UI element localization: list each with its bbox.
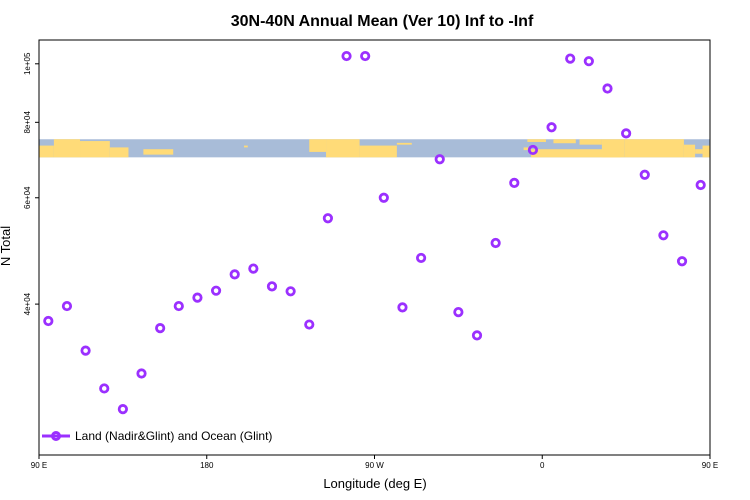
y-tick-label: 6e+04 bbox=[23, 186, 32, 209]
map-land bbox=[39, 145, 54, 158]
data-point bbox=[453, 306, 464, 318]
data-point bbox=[434, 154, 445, 165]
data-point bbox=[80, 345, 91, 356]
data-point bbox=[490, 237, 501, 249]
map-land bbox=[553, 139, 576, 144]
data-point bbox=[341, 50, 352, 62]
data-points bbox=[43, 50, 706, 415]
data-point bbox=[509, 177, 520, 189]
data-point bbox=[378, 192, 389, 203]
data-point bbox=[639, 169, 650, 180]
data-point bbox=[117, 404, 128, 415]
data-point bbox=[248, 263, 259, 274]
data-point bbox=[695, 179, 706, 191]
map-land bbox=[53, 139, 81, 158]
data-point bbox=[136, 368, 147, 379]
y-axis-label: N Total bbox=[0, 226, 13, 266]
data-point bbox=[285, 286, 296, 297]
data-point bbox=[583, 56, 594, 67]
data-point bbox=[99, 383, 110, 394]
y-tick-label: 4e+04 bbox=[23, 292, 32, 315]
data-point bbox=[210, 285, 222, 296]
data-point bbox=[192, 292, 203, 303]
data-point bbox=[360, 50, 371, 62]
data-point bbox=[471, 330, 483, 341]
x-axis-label: Longitude (deg E) bbox=[323, 476, 426, 491]
data-point bbox=[602, 83, 613, 94]
map-land bbox=[601, 139, 625, 158]
plot-frame bbox=[38, 39, 711, 456]
data-point bbox=[173, 300, 184, 312]
map-land bbox=[109, 147, 129, 158]
map-land bbox=[624, 139, 684, 158]
legend-label: Land (Nadir&Glint) and Ocean (Glint) bbox=[75, 429, 272, 443]
x-tick-label: 90 E bbox=[31, 461, 47, 470]
data-point bbox=[676, 256, 688, 267]
data-point bbox=[155, 323, 166, 334]
map-land bbox=[396, 142, 412, 145]
x-tick-label: 180 bbox=[200, 461, 214, 470]
data-point bbox=[61, 300, 73, 312]
x-axis: 90 E 180 90 W 0 90 E bbox=[31, 455, 718, 470]
data-point bbox=[43, 315, 54, 327]
y-axis: 4e+04 6e+04 8e+04 1e+05 bbox=[23, 52, 39, 315]
map-land bbox=[80, 141, 110, 158]
x-tick-label: 0 bbox=[540, 461, 545, 470]
map-land bbox=[326, 139, 360, 158]
chart-title: 30N-40N Annual Mean (Ver 10) Inf to -Inf bbox=[231, 13, 534, 30]
y-tick-label: 1e+05 bbox=[23, 52, 32, 75]
data-point bbox=[322, 213, 334, 224]
map-land bbox=[695, 149, 703, 154]
map-land bbox=[143, 149, 174, 155]
map-land bbox=[309, 139, 327, 152]
world-map-band bbox=[39, 139, 710, 158]
legend: Land (Nadir&Glint) and Ocean (Glint) bbox=[42, 429, 272, 443]
data-point bbox=[621, 128, 632, 139]
map-land bbox=[527, 139, 546, 142]
legend-marker bbox=[51, 431, 61, 441]
data-point bbox=[527, 144, 539, 156]
data-point bbox=[415, 252, 427, 264]
x-tick-label: 90 E bbox=[702, 461, 718, 470]
y-tick-label: 8e+04 bbox=[23, 111, 32, 134]
data-point bbox=[565, 53, 576, 64]
map-land bbox=[531, 149, 621, 158]
data-point bbox=[658, 230, 669, 241]
map-land bbox=[359, 145, 397, 158]
data-point bbox=[266, 281, 278, 292]
map-land bbox=[244, 145, 248, 148]
map-land bbox=[523, 147, 532, 151]
map-land bbox=[702, 145, 710, 158]
data-point bbox=[304, 319, 315, 330]
data-point bbox=[546, 122, 557, 133]
x-tick-label: 90 W bbox=[365, 461, 384, 470]
data-point bbox=[229, 269, 240, 280]
map-land bbox=[683, 144, 696, 158]
map-land bbox=[579, 139, 602, 145]
data-point bbox=[397, 302, 408, 313]
